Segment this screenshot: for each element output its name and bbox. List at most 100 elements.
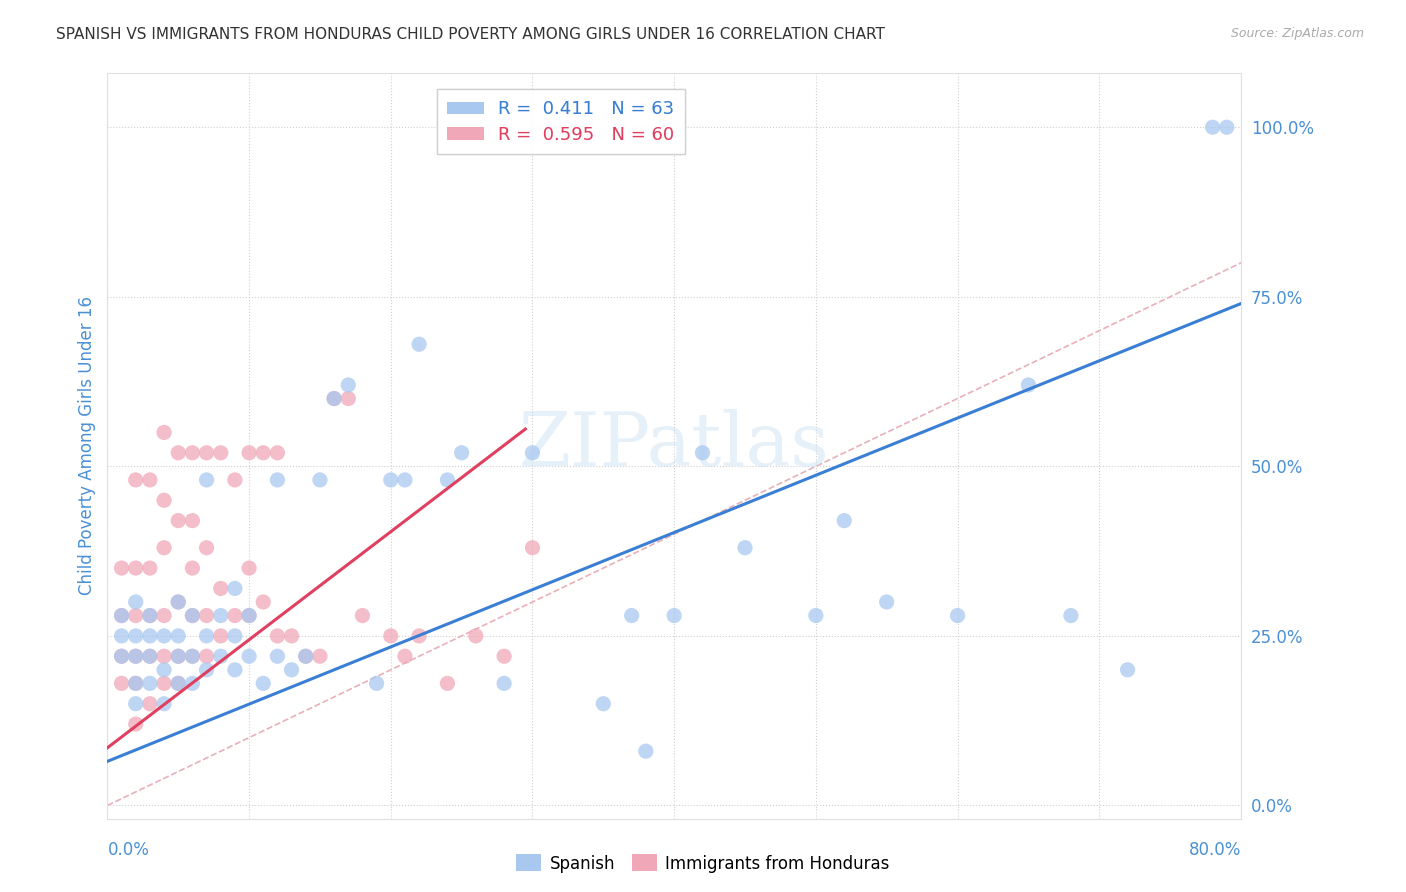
Point [110,608,132,623]
Point [153,649,176,664]
Point [110,608,132,623]
Point [110,649,132,664]
Point [110,649,132,664]
Point [366,676,388,690]
Point [181,514,204,528]
Point [195,608,218,623]
Point [167,446,190,460]
Point [494,676,516,690]
Point [394,649,416,664]
Point [224,582,246,596]
Point [266,446,288,460]
Point [380,473,402,487]
Point [167,629,190,643]
Text: SPANISH VS IMMIGRANTS FROM HONDURAS CHILD POVERTY AMONG GIRLS UNDER 16 CORRELATI: SPANISH VS IMMIGRANTS FROM HONDURAS CHIL… [56,27,886,42]
Point [323,392,346,406]
Point [294,649,316,664]
Point [662,608,685,623]
Point [946,608,969,623]
Point [153,541,176,555]
Point [380,629,402,643]
Point [522,446,544,460]
Point [238,608,260,623]
Point [181,649,204,664]
Point [125,676,148,690]
Point [153,608,176,623]
Point [139,608,162,623]
Point [125,697,148,711]
Point [238,561,260,575]
Point [167,595,190,609]
Legend: R =  0.411   N = 63, R =  0.595   N = 60: R = 0.411 N = 63, R = 0.595 N = 60 [437,89,685,154]
Point [294,649,316,664]
Point [252,595,274,609]
Point [139,676,162,690]
Point [125,676,148,690]
Point [1216,120,1239,135]
Point [1201,120,1223,135]
Point [408,337,430,351]
Point [522,541,544,555]
Point [464,629,486,643]
Point [436,676,458,690]
Point [352,608,374,623]
Point [450,446,472,460]
Point [224,629,246,643]
Point [280,629,302,643]
Point [139,561,162,575]
Point [139,473,162,487]
Legend: Spanish, Immigrants from Honduras: Spanish, Immigrants from Honduras [510,847,896,880]
Point [125,629,148,643]
Point [209,649,232,664]
Point [181,446,204,460]
Point [167,595,190,609]
Point [1017,378,1039,392]
Point [209,582,232,596]
Point [181,608,204,623]
Point [139,697,162,711]
Point [125,649,148,664]
Point [195,446,218,460]
Point [181,676,204,690]
Point [323,392,346,406]
Point [167,514,190,528]
Point [125,608,148,623]
Text: 0.0%: 0.0% [107,841,149,859]
Point [634,744,657,758]
Point [394,473,416,487]
Point [167,649,190,664]
Point [238,649,260,664]
Point [876,595,898,609]
Point [337,392,360,406]
Point [125,595,148,609]
Point [209,446,232,460]
Y-axis label: Child Poverty Among Girls Under 16: Child Poverty Among Girls Under 16 [79,296,96,596]
Point [494,649,516,664]
Point [620,608,643,623]
Point [125,717,148,731]
Point [238,446,260,460]
Point [238,608,260,623]
Point [153,629,176,643]
Point [252,676,274,690]
Point [181,608,204,623]
Point [153,425,176,440]
Point [110,676,132,690]
Point [436,473,458,487]
Point [139,649,162,664]
Point [125,649,148,664]
Point [266,473,288,487]
Point [153,493,176,508]
Point [408,629,430,643]
Point [181,561,204,575]
Point [224,663,246,677]
Point [1060,608,1083,623]
Point [209,608,232,623]
Point [692,446,714,460]
Point [266,629,288,643]
Point [139,629,162,643]
Point [832,514,855,528]
Point [209,629,232,643]
Text: 80.0%: 80.0% [1188,841,1241,859]
Point [195,629,218,643]
